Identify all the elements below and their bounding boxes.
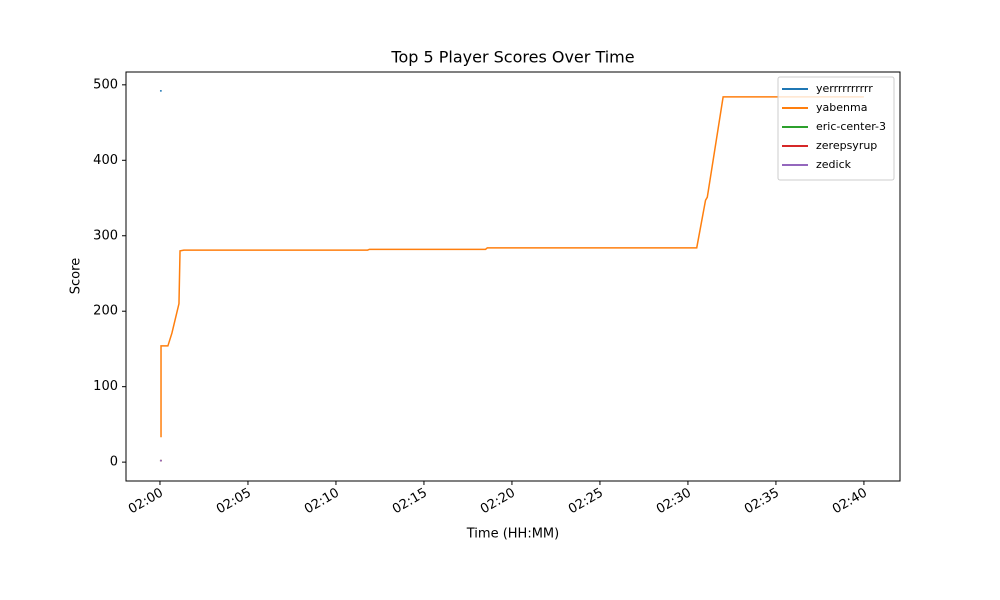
legend-label: yabenma xyxy=(816,101,867,114)
x-axis-label: Time (HH:MM) xyxy=(466,527,559,542)
y-tick-label: 500 xyxy=(93,77,118,92)
y-tick-label: 0 xyxy=(110,455,118,470)
legend-label: yerrrrrrrrrr xyxy=(816,82,873,95)
legend-label: zedick xyxy=(816,158,852,171)
series-line xyxy=(160,96,864,438)
legend-box xyxy=(777,76,895,181)
y-axis-label: Score xyxy=(69,258,84,294)
y-tick-label: 400 xyxy=(93,153,118,168)
y-tick-label: 300 xyxy=(93,228,118,243)
y-tick-label: 100 xyxy=(93,379,118,394)
chart-title: Top 5 Player Scores Over Time xyxy=(390,48,634,67)
y-tick-label: 200 xyxy=(93,304,118,319)
legend-label: zerepsyrup xyxy=(816,139,877,152)
plot-frame xyxy=(125,71,901,482)
legend-label: eric-center-3 xyxy=(816,120,886,133)
